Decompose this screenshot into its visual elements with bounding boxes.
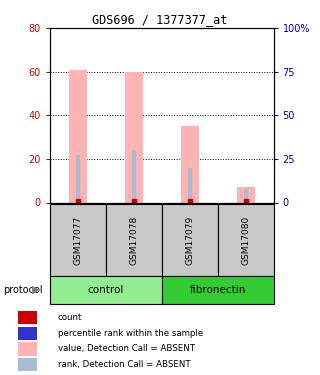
Bar	[218, 204, 274, 276]
Bar	[50, 276, 162, 304]
Text: rank, Detection Call = ABSENT: rank, Detection Call = ABSENT	[58, 360, 190, 369]
Bar	[132, 150, 136, 202]
Text: value, Detection Call = ABSENT: value, Detection Call = ABSENT	[58, 344, 195, 353]
Text: GSM17079: GSM17079	[185, 215, 194, 265]
Bar	[237, 187, 255, 202]
Bar	[50, 204, 106, 276]
Bar	[106, 204, 162, 276]
Text: GSM17078: GSM17078	[129, 215, 138, 265]
Bar	[244, 189, 248, 202]
Bar	[162, 276, 274, 304]
Bar	[18, 311, 37, 324]
Text: GSM17077: GSM17077	[73, 215, 82, 265]
Bar	[18, 327, 37, 340]
Bar	[18, 358, 37, 371]
Text: ▶: ▶	[32, 285, 41, 295]
Bar	[162, 204, 218, 276]
Bar	[76, 155, 80, 203]
Bar	[181, 126, 199, 202]
Bar	[18, 342, 37, 355]
Text: protocol: protocol	[3, 285, 43, 295]
Text: GSM17080: GSM17080	[241, 215, 250, 265]
Text: control: control	[87, 285, 124, 295]
Bar	[125, 72, 143, 202]
Bar	[188, 168, 192, 202]
Text: fibronectin: fibronectin	[189, 285, 246, 295]
Bar	[69, 69, 87, 202]
Text: count: count	[58, 313, 82, 322]
Text: GDS696 / 1377377_at: GDS696 / 1377377_at	[92, 13, 228, 26]
Text: percentile rank within the sample: percentile rank within the sample	[58, 328, 203, 338]
